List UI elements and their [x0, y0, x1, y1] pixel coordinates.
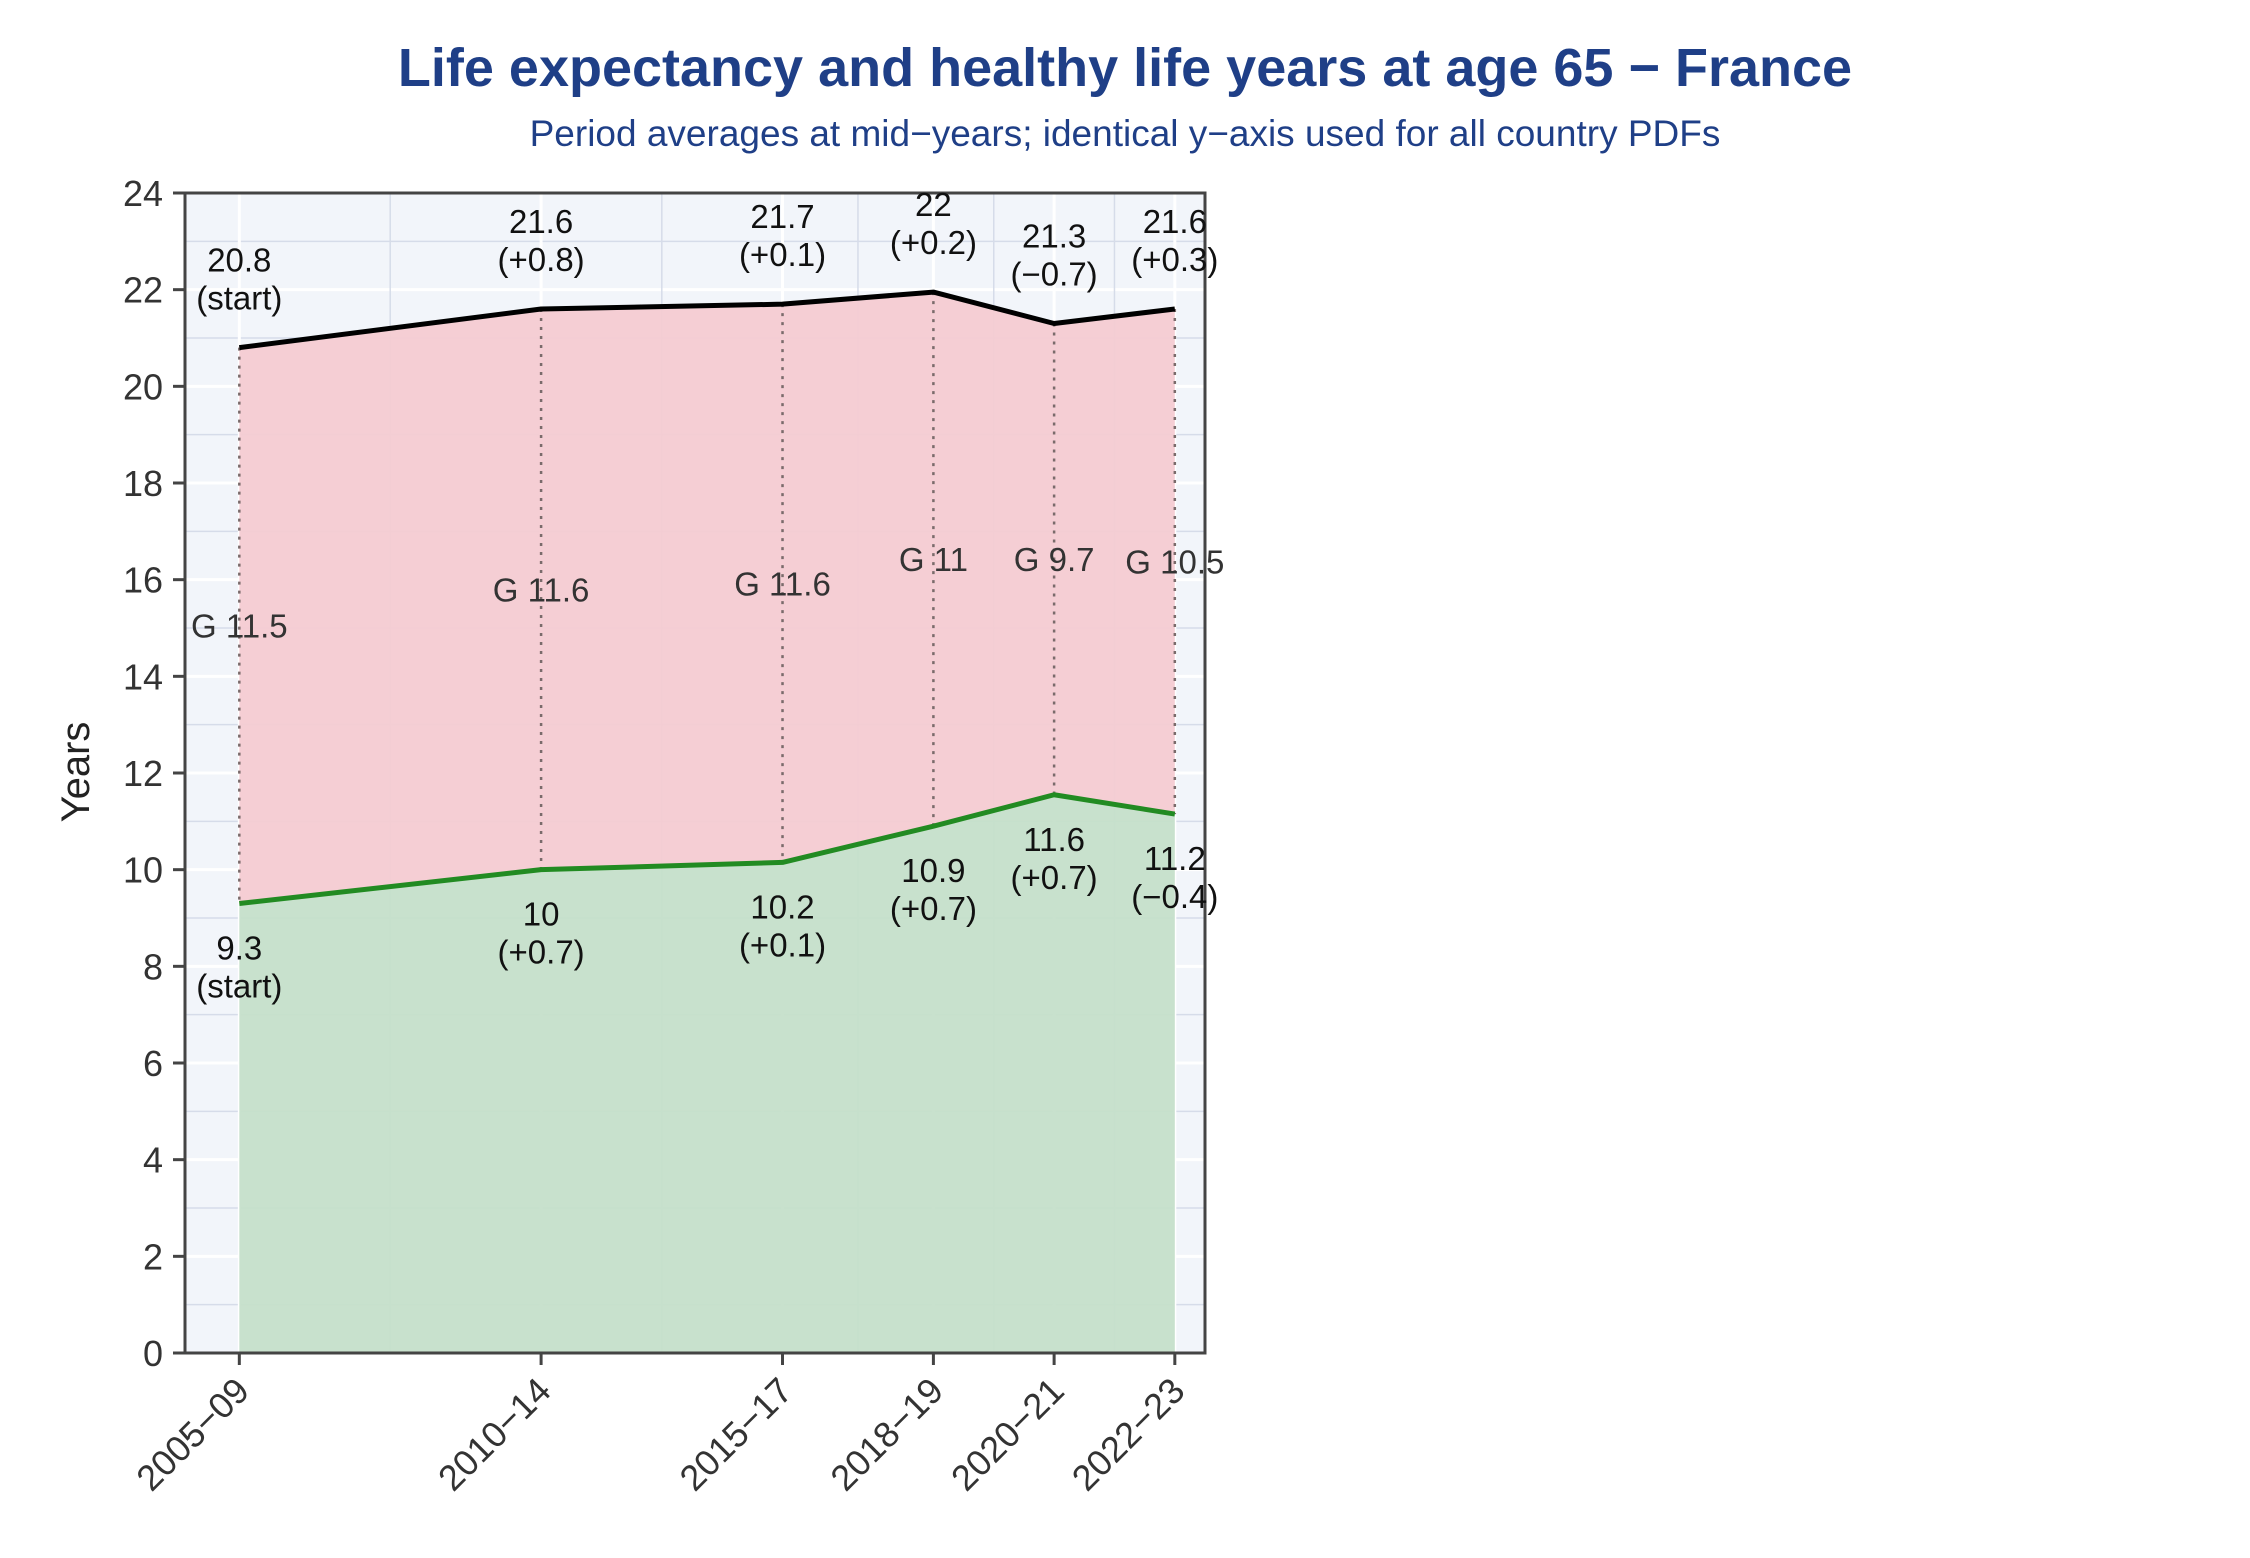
y-tick-label: 18 [123, 463, 163, 504]
drop-lines [238, 292, 1177, 904]
data-labels: 20.8 (start) 9.3 (start) G 11.5 21.6 (+0.8) 10(… [191, 186, 1224, 1004]
life-expectancy-label: 21.3 (−0.7) [1011, 218, 1098, 293]
healthy-life-years-label: 11.6 (+0.7) [1011, 821, 1098, 896]
x-tick-label: 2020−21 [943, 1370, 1072, 1499]
life-expectancy-label: 21.6 (+0.8) [498, 203, 585, 278]
gap-label: G 10.5 [1125, 544, 1224, 581]
x-tick-label: 2005−09 [128, 1370, 257, 1499]
life-expectancy-line [239, 289, 1176, 351]
y-tick-label: 0 [143, 1333, 163, 1374]
life-expectancy-label: 21.7 (+0.1) [739, 198, 826, 273]
healthy-life-years-label: 9.3 (start) [196, 930, 282, 1005]
y-tick-label: 8 [143, 946, 163, 987]
x-tick-label: 2015−17 [671, 1370, 800, 1499]
x-tick-label: 2010−14 [430, 1370, 559, 1499]
y-tick-label: 4 [143, 1140, 163, 1181]
gap-label: G 11.5 [191, 608, 288, 645]
y-tick-label: 12 [123, 753, 163, 794]
x-tick-label: 2018−19 [822, 1370, 951, 1499]
healthy-life-years-label: 10.9 (+0.7) [890, 852, 977, 927]
gap-label: G 9.7 [1014, 541, 1095, 578]
gap-label: G 11 [899, 541, 968, 578]
gap-area [239, 292, 1175, 904]
life-expectancy-label: 21.6 (+0.3) [1131, 203, 1218, 278]
area-fills [239, 292, 1175, 1353]
healthy-life-years-label: 10.2 (+0.1) [739, 888, 826, 963]
healthy-area [239, 794, 1175, 1353]
y-tick-label: 20 [123, 366, 163, 407]
chart-subtitle: Period averages at mid−years; identical … [530, 113, 1721, 154]
y-tick-label: 10 [123, 850, 163, 891]
life-expectancy-label: 22 (+0.2) [890, 186, 977, 261]
gap-label: G 11.6 [493, 571, 590, 608]
gap-label: G 11.6 [734, 565, 831, 602]
y-tick-label: 2 [143, 1236, 163, 1277]
y-tick-label: 24 [123, 173, 163, 214]
y-axis-label: Years [54, 722, 98, 823]
y-tick-label: 16 [123, 560, 163, 601]
y-tick-label: 6 [143, 1043, 163, 1084]
x-axis: 2005−09 2010−14 2015−17 2018−192020−212022−… [128, 1353, 1192, 1498]
y-tick-label: 14 [123, 656, 163, 697]
chart-title: Life expectancy and healthy life years a… [398, 38, 1852, 98]
healthy-life-years-label: 10 (+0.7) [498, 896, 585, 971]
healthy-life-years-line [239, 792, 1176, 906]
x-tick-label: 2022−23 [1064, 1370, 1193, 1499]
y-tick-label: 22 [123, 270, 163, 311]
series-lines [239, 289, 1176, 906]
healthy-life-years-label: 11.2 (−0.4) [1131, 840, 1218, 915]
life-expectancy-label: 20.8 (start) [196, 242, 282, 317]
